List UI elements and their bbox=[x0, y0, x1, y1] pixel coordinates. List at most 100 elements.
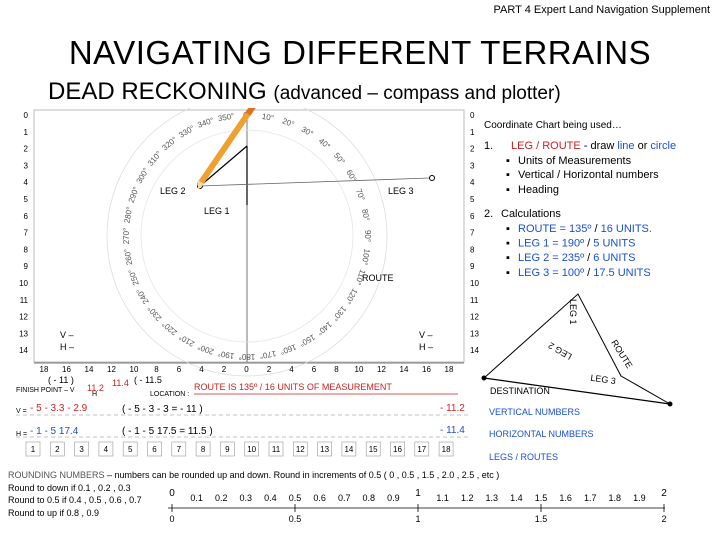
h-label-left: H – bbox=[60, 342, 74, 352]
v-label-left: V – bbox=[60, 330, 74, 340]
side-number: 8 bbox=[24, 245, 29, 254]
scale-number: 7 bbox=[177, 445, 182, 454]
axis-number: 6 bbox=[177, 365, 182, 374]
side-number: 13 bbox=[470, 329, 479, 338]
calc-separator: / bbox=[584, 238, 593, 250]
side-number: 6 bbox=[470, 212, 475, 221]
rounding-half-rule: Round to 0.5 if 0.4 , 0.5 , 0.6 , 0.7 bbox=[8, 495, 142, 505]
diagram-horizontal-numbers: HORIZONTAL NUMBERS bbox=[489, 429, 594, 438]
degree-label: 280° bbox=[122, 206, 134, 224]
rounding-scale-number: 1.1 bbox=[436, 493, 449, 503]
diagram-leg2: LEG 2 bbox=[547, 340, 574, 361]
rounding-marker: 1 bbox=[415, 514, 420, 524]
axis-number: 16 bbox=[62, 365, 71, 374]
axis-number: 2 bbox=[222, 365, 227, 374]
leg1-label: LEG 1 bbox=[204, 206, 230, 216]
rounding-scale-number: 0 bbox=[169, 488, 175, 499]
calc-units: 6 UNITS bbox=[593, 252, 635, 264]
rounding-scale-number: 0.8 bbox=[363, 493, 376, 503]
item2-title: Calculations bbox=[501, 208, 561, 220]
rounding-scale-number: 0.4 bbox=[264, 493, 277, 503]
diagram-leg3: LEG 3 bbox=[590, 373, 617, 386]
item1-number: 1. bbox=[484, 140, 493, 152]
route-label: ROUTE bbox=[362, 273, 394, 283]
vh-labels: V – H – V – H – bbox=[60, 330, 433, 352]
row1-value: 11.4 bbox=[112, 378, 129, 388]
rounding-text: – numbers can be rounded up and down. Ro… bbox=[107, 470, 500, 480]
rounding-scale: 0 0.1 0.2 0.3 0.4 0.5 0.6 0.7 0.8 0.9 1 1.1 1.2 1.3 1.… bbox=[168, 488, 667, 524]
degree-label: 190° bbox=[217, 349, 235, 361]
side-number: 10 bbox=[470, 279, 479, 288]
h-row-values: - 1 - 5 17.4 bbox=[30, 426, 79, 437]
axis-number: 12 bbox=[377, 365, 386, 374]
item1-bullet: Vertical / Horizontal numbers bbox=[518, 169, 659, 181]
scale-number: 14 bbox=[344, 445, 353, 454]
item1-circle: circle bbox=[650, 140, 676, 152]
degree-label: 290° bbox=[127, 185, 141, 204]
scale-number: 18 bbox=[442, 445, 451, 454]
bullet: ▪ bbox=[506, 184, 510, 196]
degree-label: 120° bbox=[343, 287, 359, 306]
scale-number: 1 bbox=[31, 445, 36, 454]
axis-number: 8 bbox=[334, 365, 339, 374]
scale-box bbox=[414, 441, 430, 457]
degree-label: 270° bbox=[122, 228, 131, 245]
axis-number: 6 bbox=[312, 365, 317, 374]
scale-box bbox=[147, 441, 162, 457]
side-number: 10 bbox=[19, 279, 28, 288]
chart-grid bbox=[33, 108, 465, 377]
degree-label: 220° bbox=[160, 320, 178, 338]
scale-number: 13 bbox=[320, 445, 329, 454]
axis-number: 12 bbox=[107, 365, 116, 374]
calc-row: ROUTE = 135º / 16 UNITS. bbox=[518, 223, 652, 235]
degree-label: 180° bbox=[239, 352, 256, 361]
rounding-scale-number: 0.3 bbox=[240, 493, 253, 503]
scale-number: 3 bbox=[79, 445, 84, 454]
h-label-right: H – bbox=[419, 342, 433, 352]
scale-box bbox=[390, 441, 405, 457]
finish-point-label: FINISH POINT – V bbox=[16, 387, 75, 394]
axis-number: 0 bbox=[244, 365, 249, 374]
axis-number: 18 bbox=[445, 365, 454, 374]
rounding-scale-number: 1.9 bbox=[633, 493, 646, 503]
leg3-point bbox=[429, 175, 435, 181]
side-number: 4 bbox=[24, 178, 29, 187]
rounding-scale-number: 1.8 bbox=[609, 493, 622, 503]
rounding-down-rule: Round to down if 0.1 , 0.2 , 0.3 bbox=[8, 482, 131, 493]
degree-label: 70° bbox=[354, 188, 367, 202]
scale-number: 2 bbox=[55, 445, 60, 454]
scale-number: 6 bbox=[152, 445, 157, 454]
axis-number: 4 bbox=[289, 365, 294, 374]
rounding-scale-number: 1.2 bbox=[461, 493, 474, 503]
scale-box bbox=[25, 441, 41, 457]
route-diagram: LEG 1 LEG 2 LEG 3 ROUTE DESTINATION VERT… bbox=[481, 293, 673, 438]
axis-number: 4 bbox=[199, 365, 204, 374]
scale-number: 15 bbox=[369, 445, 378, 454]
calc-units: 5 UNITS bbox=[593, 238, 635, 250]
rounding-scale-number: 0.1 bbox=[190, 493, 203, 503]
h-row-label: H = bbox=[16, 431, 27, 438]
rounding-scale-number: 1.4 bbox=[510, 493, 523, 503]
rounding-marker: 1.5 bbox=[535, 514, 548, 524]
scale-number: 8 bbox=[201, 445, 206, 454]
scale-number: 5 bbox=[128, 445, 133, 454]
degree-label: 140° bbox=[315, 320, 333, 338]
bullet: ▪ bbox=[506, 223, 510, 235]
coordinate-chart: 0°10°20°30°40°50°60°70°80°90°100°110°120… bbox=[16, 108, 676, 438]
calc-heading: LEG 1 = 190º bbox=[518, 238, 584, 250]
chart-legs: LEG 2 LEG 3 LEG 1 ROUTE bbox=[160, 145, 435, 283]
worksheet-scale: 1 2 3 4 5 6 7 8 9 10 11 12 13 14 15 16 17 18 LEGS / ROUTE… bbox=[25, 441, 558, 462]
scale-box bbox=[98, 441, 114, 457]
side-number: 2 bbox=[470, 145, 475, 154]
page-subtitle: DEAD RECKONING (advanced – compass and p… bbox=[48, 78, 561, 106]
degree-label: 40° bbox=[317, 136, 332, 151]
calc-units: 16 UNITS. bbox=[601, 223, 652, 235]
side-number: 8 bbox=[470, 245, 475, 254]
rounding-heading: ROUNDING NUMBERS bbox=[8, 470, 105, 480]
notes-item1: 1. LEG / ROUTE - draw line or circle ▪ U… bbox=[484, 140, 676, 196]
route-result: ROUTE IS 135º / 16 UNITS OF MEASUREMENT bbox=[194, 382, 392, 392]
worksheet: ( - 11 ) 11.2 11.4 ( - 11.5 FINISH POINT… bbox=[16, 375, 470, 438]
rounding-up-rule: Round to up if 0.8 , 0.9 bbox=[8, 507, 100, 518]
diagram-route: ROUTE bbox=[609, 338, 634, 370]
